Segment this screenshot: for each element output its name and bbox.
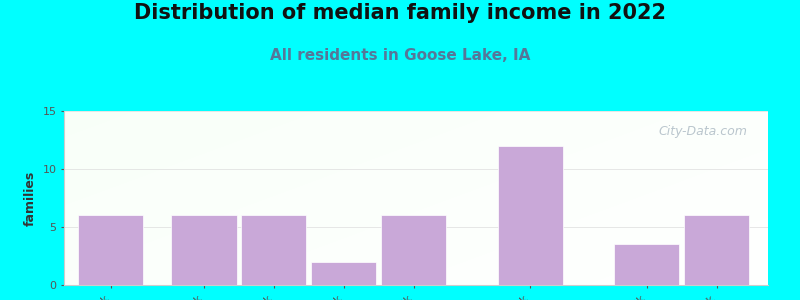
Text: All residents in Goose Lake, IA: All residents in Goose Lake, IA [270,48,530,63]
Bar [381,215,446,285]
Bar [78,215,143,285]
Text: City-Data.com: City-Data.com [658,125,747,138]
Text: Distribution of median family income in 2022: Distribution of median family income in … [134,3,666,23]
Y-axis label: families: families [24,170,37,226]
Bar [171,215,237,285]
Bar [311,262,376,285]
Bar [684,215,750,285]
Bar [241,215,306,285]
Bar [614,244,679,285]
Bar [498,146,563,285]
